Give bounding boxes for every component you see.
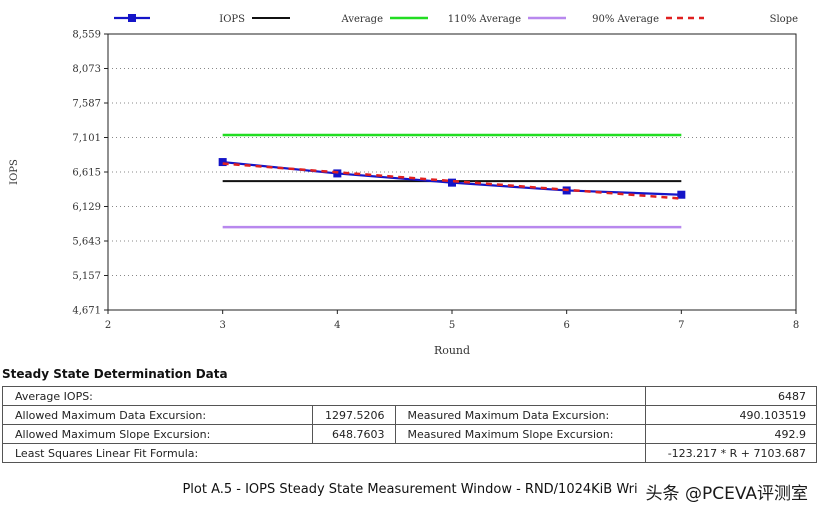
x-tick-label: 5: [449, 320, 455, 331]
measured-data-excursion-label: Measured Maximum Data Excursion:: [394, 405, 646, 425]
average-iops-value: 6487: [644, 386, 817, 406]
iops-point-marker: [448, 178, 456, 187]
x-tick-label: 4: [334, 320, 340, 331]
y-tick-label: 6,615: [72, 168, 101, 179]
allowed-data-excursion-value: 1297.5206: [312, 405, 396, 425]
legend-iops-label: IOPS: [219, 14, 245, 25]
allowed-slope-excursion-value: 648.7603: [312, 424, 396, 444]
iops-point-marker: [218, 158, 227, 167]
table-row: Allowed Maximum Data Excursion: 1297.520…: [2, 405, 817, 425]
grid-lines: [108, 68, 796, 276]
table-row: Least Squares Linear Fit Formula: -123.2…: [2, 443, 817, 463]
legend-slope-label: Slope: [770, 14, 798, 25]
x-tick-label: 8: [793, 320, 799, 331]
x-tick-label: 3: [219, 320, 225, 331]
measured-slope-excursion-label: Measured Maximum Slope Excursion:: [394, 424, 646, 444]
table-row: Average IOPS: 6487: [2, 386, 817, 406]
iops-point-marker: [677, 190, 686, 199]
x-axis-ticks: 2 3 4 5 6 7 8: [105, 310, 799, 331]
x-axis-label: Round: [434, 344, 470, 357]
steady-state-table: Average IOPS: 6487 Allowed Maximum Data …: [2, 386, 817, 463]
series-layer: [218, 133, 686, 229]
y-tick-label: 8,559: [72, 30, 101, 41]
linear-fit-label: Least Squares Linear Fit Formula:: [2, 443, 646, 463]
average-iops-label: Average IOPS:: [2, 386, 646, 406]
x-tick-label: 2: [105, 320, 111, 331]
linear-fit-value: -123.217 * R + 7103.687: [644, 443, 817, 463]
legend: IOPS Average 110% Average 90% Average Slope: [114, 14, 798, 25]
y-tick-label: 5,157: [72, 271, 101, 282]
plot-caption: Plot A.5 - IOPS Steady State Measurement…: [182, 482, 638, 497]
measured-data-excursion-value: 490.103519: [644, 405, 817, 425]
y-tick-label: 7,101: [72, 133, 101, 144]
y-axis-label: IOPS: [9, 159, 20, 185]
legend-90-average-label: 90% Average: [592, 14, 659, 25]
y-tick-label: 4,671: [72, 306, 101, 317]
legend-iops-marker: [128, 14, 136, 22]
legend-average-label: Average: [341, 14, 384, 25]
y-tick-label: 7,587: [72, 99, 101, 110]
iops-chart: 4,671 5,157 5,643 6,129 6,615 7,101 7,587 8,073…: [9, 14, 799, 357]
legend-110-average-label: 110% Average: [448, 14, 521, 25]
measured-slope-excursion-value: 492.9: [644, 424, 817, 444]
table-title: Steady State Determination Data: [2, 367, 228, 381]
table-row: Allowed Maximum Slope Excursion: 648.760…: [2, 424, 817, 444]
series-iops-line: [222, 160, 682, 196]
x-tick-label: 6: [563, 320, 569, 331]
y-tick-label: 5,643: [72, 237, 101, 248]
allowed-data-excursion-label: Allowed Maximum Data Excursion:: [2, 405, 313, 425]
y-axis-ticks: 4,671 5,157 5,643 6,129 6,615 7,101 7,587 8,073…: [72, 30, 108, 317]
y-tick-label: 6,129: [72, 202, 101, 213]
y-tick-label: 8,073: [72, 64, 101, 75]
allowed-slope-excursion-label: Allowed Maximum Slope Excursion:: [2, 424, 313, 444]
watermark: 头条 @PCEVA评测室: [645, 484, 808, 504]
x-tick-label: 7: [678, 320, 684, 331]
